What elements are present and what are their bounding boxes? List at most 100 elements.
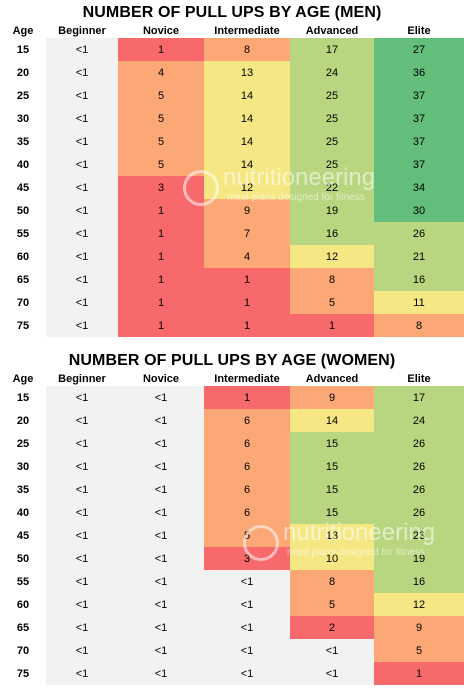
table-row: 75 <1 <1 <1 <1 1 [0,662,464,685]
value-cell: 8 [290,268,374,291]
table-row: 20 <1 4 13 24 36 [0,61,464,84]
value-cell: <1 [46,570,118,593]
value-cell: <1 [46,61,118,84]
value-cell: <1 [204,593,290,616]
value-cell: 37 [374,84,464,107]
value-cell: <1 [46,662,118,685]
column-header: Novice [142,373,180,385]
age-cell: 55 [0,222,46,245]
value-cell: <1 [118,616,204,639]
value-cell: <1 [46,176,118,199]
column-header: Age [12,373,34,385]
table-row: 35 <1 5 14 25 37 [0,130,464,153]
value-cell: 3 [118,176,204,199]
value-cell: 6 [204,432,290,455]
value-cell: <1 [46,130,118,153]
value-cell: 14 [290,409,374,432]
value-cell: 37 [374,107,464,130]
value-cell: 6 [204,478,290,501]
value-cell: <1 [290,639,374,662]
age-cell: 25 [0,432,46,455]
value-cell: <1 [46,153,118,176]
value-cell: 1 [204,314,290,337]
value-cell: 8 [204,38,290,61]
value-cell: 1 [204,268,290,291]
table-row: 65 <1 1 1 8 16 [0,268,464,291]
age-cell: 70 [0,291,46,314]
value-cell: 15 [290,432,374,455]
value-cell: 5 [374,639,464,662]
column-header: Advanced [305,373,359,385]
value-cell: <1 [46,84,118,107]
value-cell: 26 [374,222,464,245]
value-cell: 9 [204,199,290,222]
value-cell: 7 [204,222,290,245]
value-cell: <1 [46,501,118,524]
value-cell: <1 [46,199,118,222]
age-cell: 70 [0,639,46,662]
column-header: Beginner [58,25,106,37]
value-cell: 17 [290,38,374,61]
value-cell: 8 [374,314,464,337]
table-row: 75 <1 1 1 1 8 [0,314,464,337]
table-row: 70 <1 <1 <1 <1 5 [0,639,464,662]
age-cell: 55 [0,570,46,593]
age-cell: 15 [0,386,46,409]
table-row: 70 <1 1 1 5 11 [0,291,464,314]
age-cell: 45 [0,524,46,547]
age-cell: 25 [0,84,46,107]
value-cell: <1 [290,662,374,685]
age-cell: 60 [0,593,46,616]
value-cell: 9 [290,386,374,409]
value-cell: 14 [204,84,290,107]
value-cell: <1 [46,314,118,337]
value-cell: 5 [290,291,374,314]
table-row: 35 <1 <1 6 15 26 [0,478,464,501]
table-row: 25 <1 <1 6 15 26 [0,432,464,455]
table-row: 30 <1 5 14 25 37 [0,107,464,130]
column-header: Beginner [58,373,106,385]
table-row: 50 <1 1 9 19 30 [0,199,464,222]
column-header: Novice [142,25,180,37]
women-table-title: NUMBER OF PULL UPS BY AGE (WOMEN) [68,352,396,369]
table-row: 30 <1 <1 6 15 26 [0,455,464,478]
value-cell: <1 [118,593,204,616]
value-cell: 26 [374,432,464,455]
age-cell: 50 [0,547,46,570]
value-cell: 1 [374,662,464,685]
value-cell: 12 [290,245,374,268]
value-cell: <1 [46,547,118,570]
value-cell: 24 [374,409,464,432]
value-cell: <1 [118,570,204,593]
value-cell: 6 [204,455,290,478]
table-row: 25 <1 5 14 25 37 [0,84,464,107]
age-cell: 30 [0,455,46,478]
value-cell: 14 [204,153,290,176]
value-cell: 5 [118,84,204,107]
value-cell: 36 [374,61,464,84]
value-cell: 13 [290,524,374,547]
value-cell: 3 [204,547,290,570]
value-cell: 1 [204,386,290,409]
value-cell: 1 [118,38,204,61]
age-cell: 35 [0,130,46,153]
value-cell: 22 [290,176,374,199]
table-row: 15 <1 1 8 17 27 [0,38,464,61]
value-cell: 27 [374,38,464,61]
age-cell: 40 [0,153,46,176]
table-row: 15 <1 <1 1 9 17 [0,386,464,409]
value-cell: 12 [204,176,290,199]
value-cell: 2 [290,616,374,639]
age-cell: 30 [0,107,46,130]
value-cell: <1 [204,616,290,639]
value-cell: <1 [118,524,204,547]
value-cell: 25 [290,84,374,107]
value-cell: 23 [374,524,464,547]
value-cell: 15 [290,478,374,501]
age-cell: 20 [0,409,46,432]
value-cell: <1 [118,409,204,432]
value-cell: 37 [374,153,464,176]
value-cell: <1 [46,409,118,432]
value-cell: 1 [204,291,290,314]
value-cell: 16 [374,570,464,593]
